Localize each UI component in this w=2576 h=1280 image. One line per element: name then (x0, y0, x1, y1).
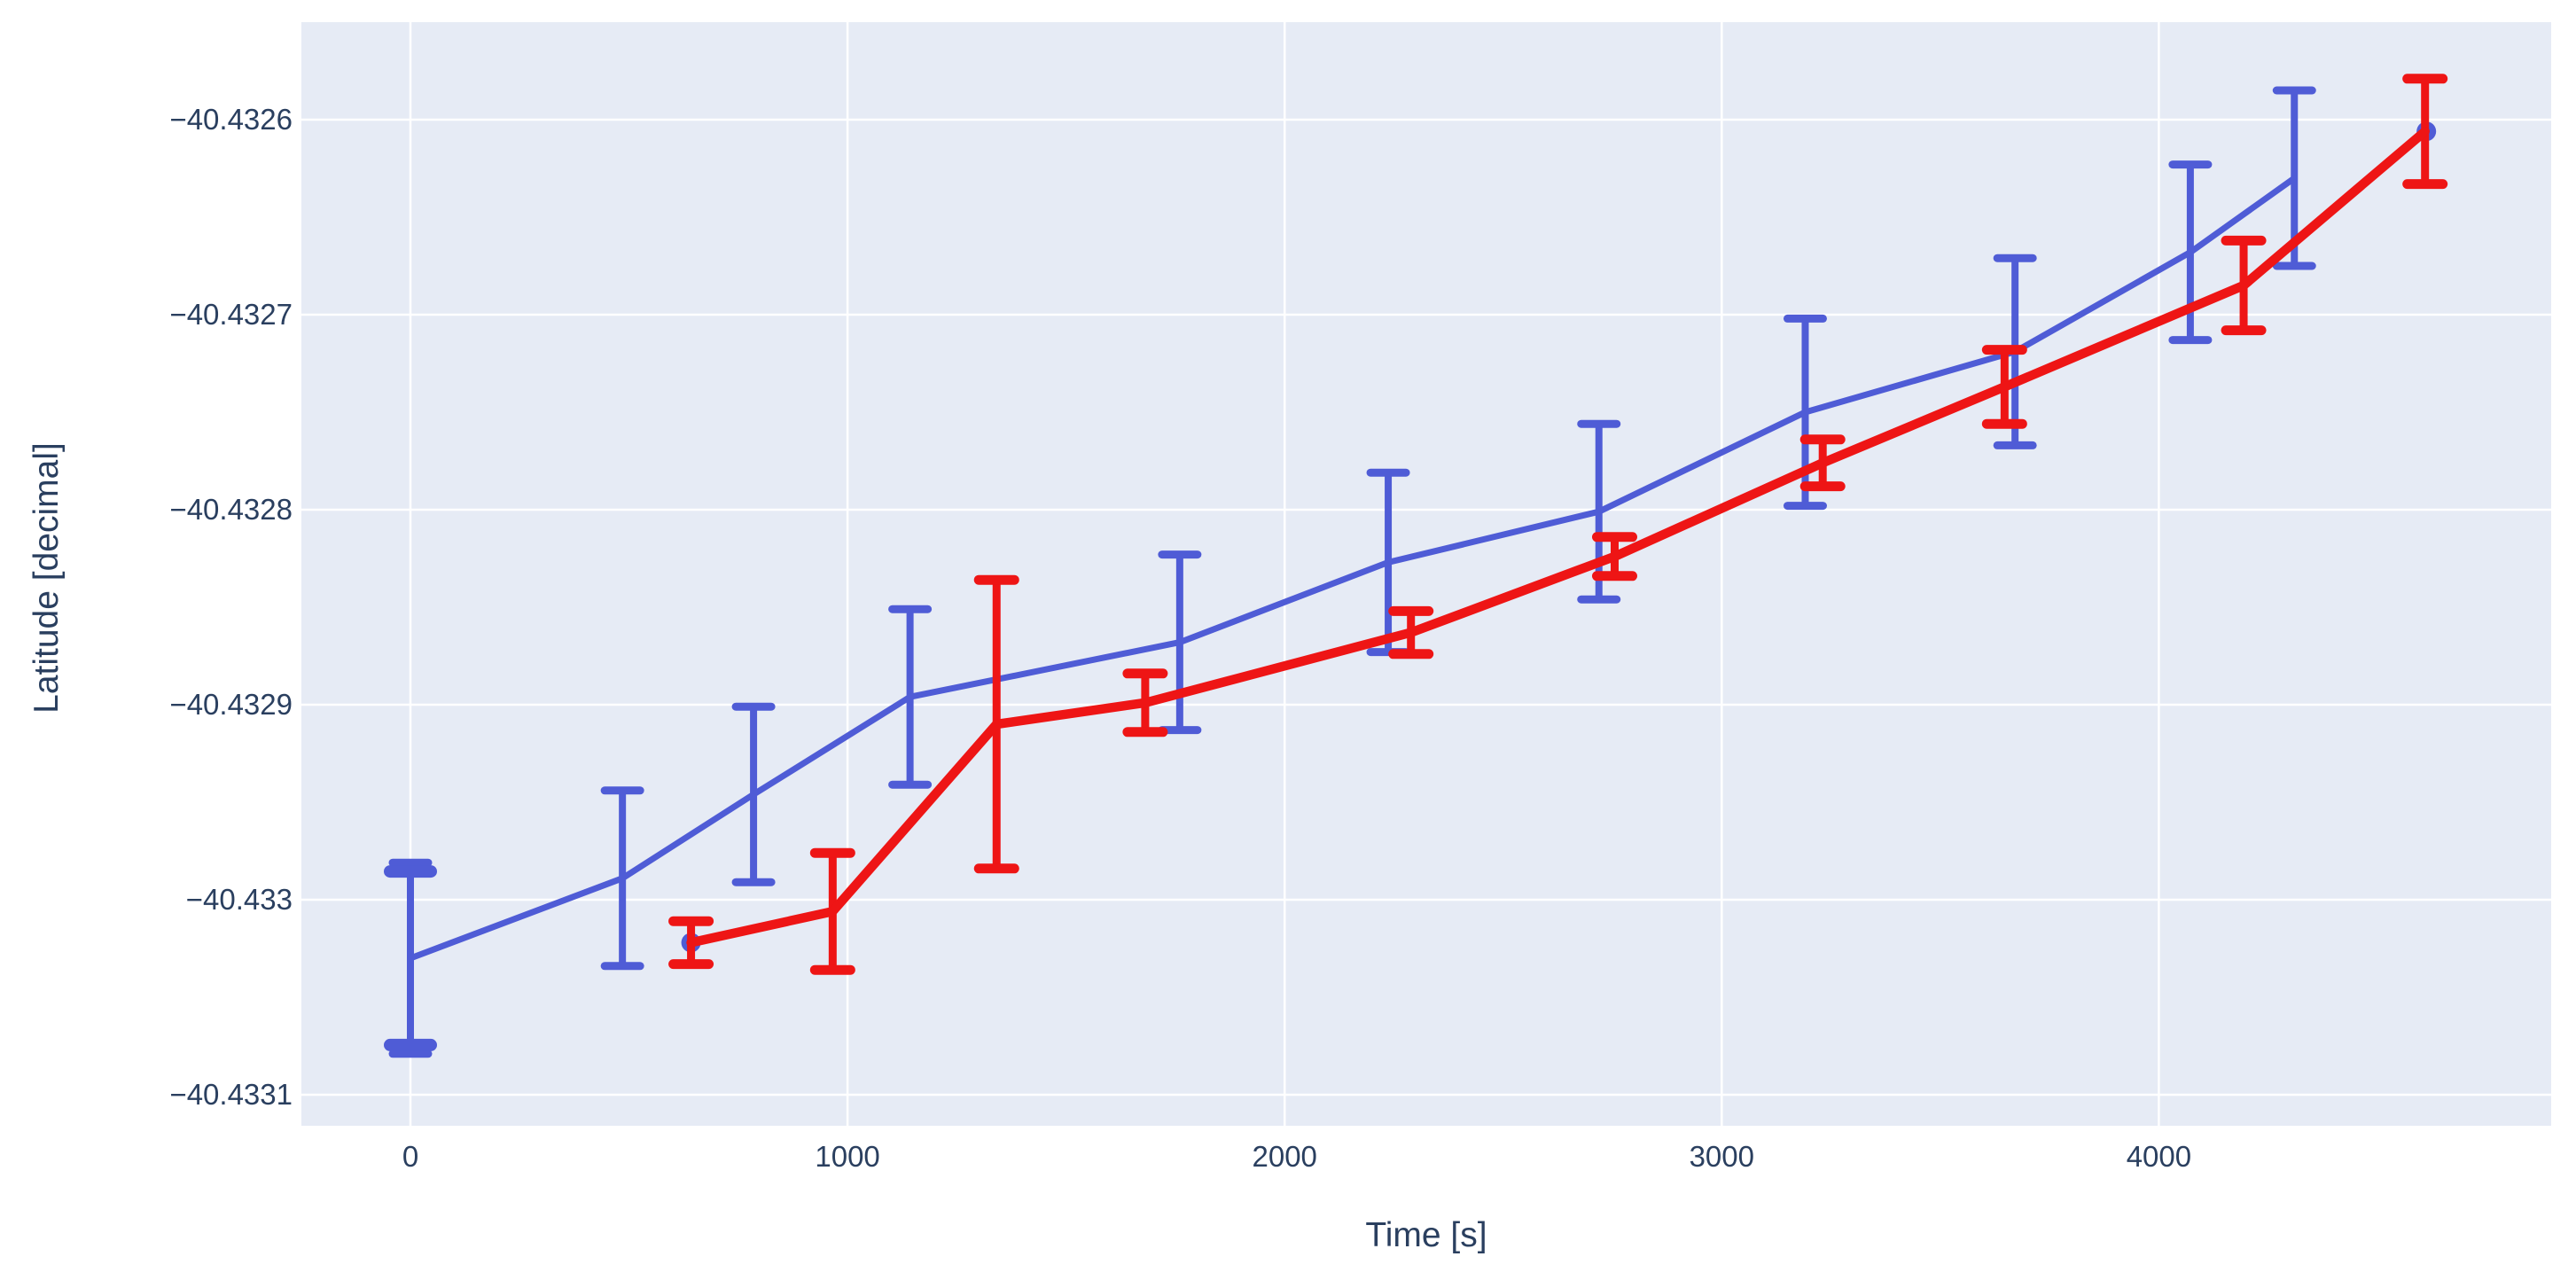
x-axis-title: Time [s] (1365, 1216, 1487, 1254)
y-axis-tick-label: −40.4328 (169, 493, 293, 526)
y-axis-tick-label: −40.4327 (169, 298, 293, 331)
y-axis-title: Latitude [decimal] (27, 442, 66, 714)
x-axis-tick-label: 4000 (2127, 1140, 2191, 1173)
y-axis-tick-label: −40.4329 (169, 688, 293, 721)
y-axis-tick-label: −40.4326 (169, 103, 293, 136)
x-axis-tick-label: 1000 (815, 1140, 879, 1173)
y-axis-tick-label: −40.4331 (169, 1078, 293, 1111)
red-track-line (686, 126, 2430, 948)
blue-track-line (407, 175, 2298, 962)
x-axis-tick-label: 3000 (1690, 1140, 1754, 1173)
x-axis-tick-label: 2000 (1252, 1140, 1316, 1173)
plot-area (301, 22, 2551, 1126)
y-axis-tick-label: −40.433 (186, 883, 293, 916)
x-axis-tick-label: 0 (402, 1140, 418, 1173)
